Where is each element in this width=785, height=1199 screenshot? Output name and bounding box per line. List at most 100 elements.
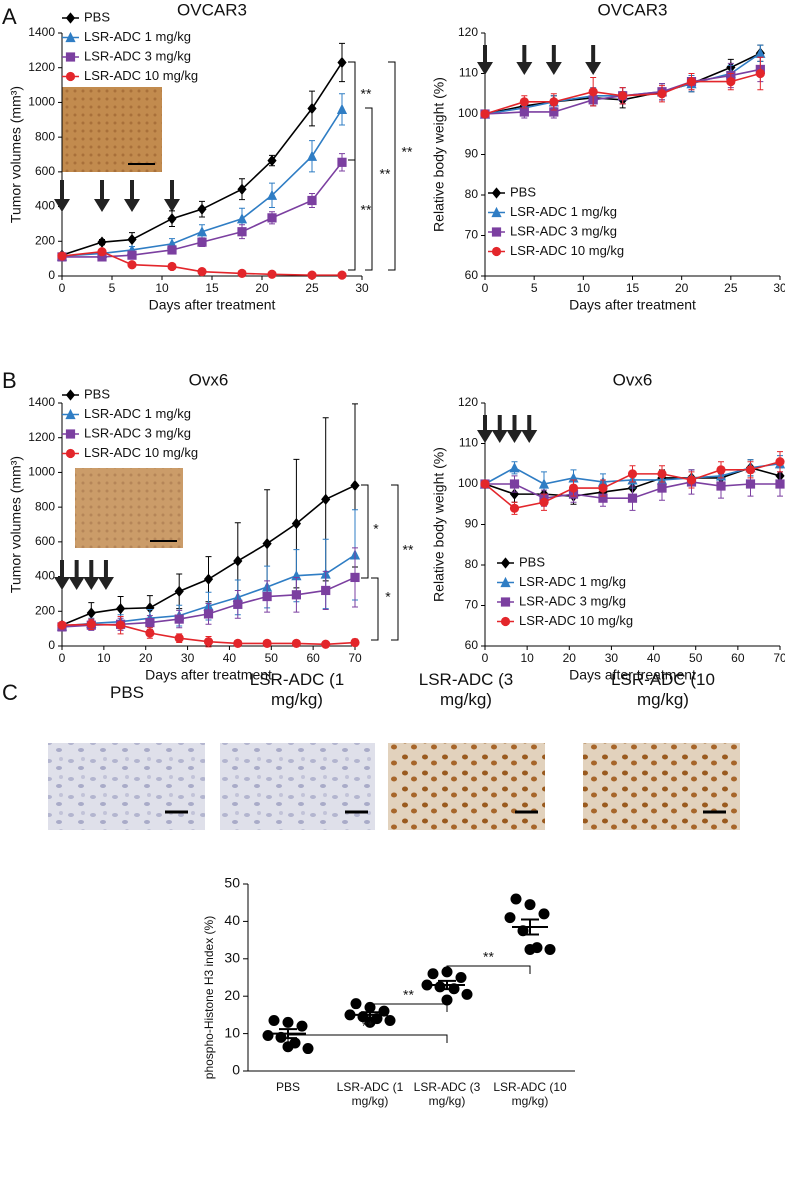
legend-label: LSR-ADC 3 mg/kg (519, 593, 626, 608)
inset-image (75, 468, 183, 548)
y-tick-label: 20 (224, 987, 240, 1003)
marker (491, 206, 502, 218)
marker (716, 465, 726, 475)
x-tick-label: 25 (305, 281, 319, 295)
ihc-title: LSR-ADC (3 mg/kg) (418, 670, 514, 709)
significance: ** (403, 542, 414, 558)
marker (236, 213, 248, 224)
arrow-head (506, 430, 523, 443)
x-tick-label: LSR-ADC (1 mg/kg) (336, 1080, 404, 1108)
marker (116, 603, 126, 615)
marker (519, 97, 529, 107)
legend-label: LSR-ADC 10 mg/kg (84, 68, 198, 83)
dot (427, 968, 439, 980)
marker (233, 555, 243, 567)
dot (364, 1016, 376, 1028)
dot (455, 972, 467, 983)
marker (145, 602, 155, 614)
arrow-head (521, 430, 538, 443)
marker (65, 429, 76, 439)
x-tick-label: 10 (97, 651, 111, 665)
chart-title: Ovx6 (613, 370, 653, 389)
y-tick-label: 10 (224, 1024, 240, 1040)
y-tick-label: 50 (224, 875, 240, 891)
y-tick-label: 800 (35, 499, 55, 513)
marker (657, 469, 667, 479)
marker (686, 475, 697, 485)
marker (237, 227, 247, 237)
marker (618, 91, 628, 101)
marker (491, 187, 502, 199)
y-tick-label: 400 (35, 569, 55, 583)
significance: ** (483, 949, 494, 965)
dot (524, 943, 536, 955)
marker (745, 465, 756, 475)
ihc-image (583, 743, 740, 830)
arrow-head (94, 199, 110, 212)
marker (337, 270, 347, 280)
y-axis-label: Relative body weight (%) (431, 77, 447, 232)
bracket (388, 61, 396, 271)
panel-letter: C (2, 680, 18, 705)
marker (306, 150, 318, 161)
x-tick-label: 60 (731, 651, 745, 665)
dot (421, 979, 433, 991)
dot (282, 1016, 294, 1028)
arrow-head (585, 62, 602, 75)
marker (233, 599, 243, 609)
y-tick-label: 90 (465, 147, 479, 161)
chart-title: OVCAR3 (177, 0, 247, 19)
x-tick-label: 25 (724, 281, 738, 295)
marker (65, 389, 76, 401)
dot (538, 908, 550, 920)
x-tick-label: 50 (265, 651, 279, 665)
x-axis-label: Days after treatment (569, 667, 696, 683)
x-axis-label: Days after treatment (149, 297, 276, 313)
bracket (391, 484, 399, 641)
marker (203, 609, 214, 619)
marker (167, 245, 177, 255)
marker (657, 89, 667, 99)
marker (538, 478, 550, 489)
marker (350, 637, 360, 648)
y-tick-label: 1200 (28, 430, 55, 444)
marker (65, 12, 76, 24)
arrow-head (54, 199, 70, 212)
x-tick-label: 5 (531, 281, 538, 295)
marker (65, 408, 76, 420)
marker (65, 71, 76, 82)
y-tick-label: 110 (459, 436, 478, 450)
marker (500, 597, 511, 607)
marker (174, 614, 184, 624)
dot (461, 988, 473, 1000)
marker (350, 479, 360, 492)
legend-label: LSR-ADC 3 mg/kg (84, 425, 191, 440)
marker (336, 103, 348, 114)
arrow-head (83, 577, 100, 590)
ihc-image (220, 743, 375, 830)
y-tick-label: 100 (458, 476, 478, 490)
y-tick-label: 120 (458, 25, 478, 39)
marker (237, 183, 247, 195)
x-tick-label: 10 (520, 651, 534, 665)
marker (509, 503, 520, 513)
marker (755, 68, 765, 79)
dot (262, 1029, 274, 1041)
marker (500, 557, 511, 569)
x-tick-label: 70 (773, 651, 785, 665)
marker (755, 47, 766, 58)
marker (65, 52, 76, 62)
marker (262, 638, 272, 648)
arrow-head (491, 430, 508, 443)
marker (480, 109, 490, 119)
x-tick-label: 10 (577, 281, 591, 295)
marker (775, 457, 785, 467)
y-tick-label: 0 (48, 638, 55, 652)
marker (307, 270, 317, 280)
ihc-title: PBS (109, 683, 145, 702)
y-tick-label: 400 (35, 199, 55, 213)
bracket (287, 1034, 448, 1043)
x-tick-label: 30 (355, 281, 369, 295)
bracket (371, 577, 379, 641)
